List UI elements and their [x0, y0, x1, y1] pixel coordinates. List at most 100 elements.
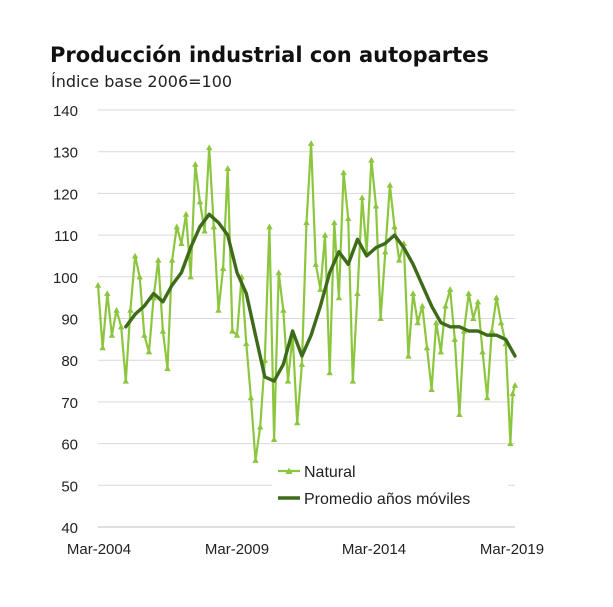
- y-tick-label: 80: [61, 353, 78, 370]
- x-tick-label: Mar-2004: [67, 541, 131, 558]
- data-point-natural: [354, 290, 361, 297]
- data-point-natural: [164, 365, 171, 372]
- data-point-natural: [168, 256, 176, 263]
- data-point-natural: [266, 223, 273, 230]
- data-point-natural: [484, 394, 491, 401]
- data-point-natural: [493, 294, 500, 301]
- data-point-natural: [312, 261, 319, 267]
- data-point-natural: [159, 327, 167, 334]
- data-point-natural: [275, 269, 282, 276]
- data-point-natural: [437, 348, 445, 355]
- legend-label-promedio: Promedio años móviles: [304, 491, 470, 508]
- data-point-natural: [368, 156, 375, 163]
- y-tick-label: 60: [61, 437, 78, 454]
- data-point-natural: [108, 331, 116, 338]
- data-point-natural: [182, 211, 190, 217]
- data-point-natural: [511, 382, 519, 388]
- y-tick-label: 130: [53, 145, 78, 162]
- x-tick-label: Mar-2009: [205, 541, 269, 558]
- data-point-natural: [178, 240, 185, 246]
- data-point-natural: [433, 319, 440, 326]
- data-point-natural: [442, 302, 449, 309]
- data-point-natural: [243, 340, 250, 347]
- data-point-natural: [423, 344, 431, 351]
- data-point-natural: [104, 290, 111, 297]
- data-point-natural: [456, 411, 463, 417]
- y-tick-label: 140: [53, 103, 78, 120]
- data-point-natural: [155, 256, 162, 263]
- data-point-natural: [201, 227, 208, 234]
- data-point-natural: [507, 440, 514, 447]
- data-point-natural: [307, 140, 315, 146]
- data-point-natural: [210, 223, 218, 230]
- data-point-natural: [331, 219, 338, 226]
- data-point-natural: [335, 294, 343, 301]
- data-point-natural: [509, 390, 516, 397]
- data-point-natural: [196, 198, 204, 205]
- series-line-promedio: [124, 212, 517, 383]
- data-point-natural: [465, 290, 472, 297]
- data-point-natural: [252, 457, 259, 463]
- data-point-natural: [377, 315, 384, 322]
- data-point-natural: [391, 223, 398, 230]
- data-point-natural: [219, 265, 227, 272]
- data-point-natural: [326, 369, 333, 376]
- data-point-natural: [224, 165, 231, 171]
- y-tick-label: 110: [54, 228, 78, 245]
- data-point-natural: [294, 419, 301, 426]
- legend-label-natural: Natural: [304, 464, 356, 481]
- x-tick-label: Mar-2019: [480, 541, 544, 558]
- data-point-natural: [215, 306, 222, 313]
- data-point-natural: [317, 286, 324, 292]
- data-point-natural: [229, 327, 236, 334]
- data-point-natural: [113, 306, 120, 313]
- data-point-natural: [284, 377, 292, 384]
- data-point-natural: [206, 144, 213, 151]
- x-tick-label: Mar-2014: [342, 541, 406, 558]
- data-point-natural: [497, 319, 505, 326]
- data-point-natural: [136, 273, 143, 280]
- data-point-natural: [382, 248, 389, 255]
- y-tick-label: 70: [61, 395, 78, 412]
- data-point-natural: [321, 231, 329, 238]
- data-point-natural: [270, 436, 278, 442]
- data-point-natural: [122, 377, 129, 384]
- y-tick-label: 100: [53, 270, 78, 287]
- series-line-natural: [96, 142, 517, 462]
- data-point-natural: [419, 302, 426, 309]
- data-point-natural: [446, 286, 454, 292]
- data-point-natural: [479, 348, 486, 355]
- data-point-natural: [233, 331, 241, 338]
- data-point-natural: [141, 331, 148, 338]
- y-tick-label: 90: [61, 312, 78, 329]
- data-point-natural: [470, 315, 477, 322]
- y-tick-label: 50: [61, 478, 78, 495]
- data-point-natural: [247, 394, 255, 401]
- data-point-natural: [94, 281, 102, 288]
- data-point-natural: [131, 252, 139, 259]
- data-point-natural: [192, 161, 199, 167]
- data-point-natural: [187, 273, 194, 280]
- data-point-natural: [340, 169, 347, 176]
- data-point-natural: [298, 361, 306, 367]
- data-point-natural: [127, 306, 134, 313]
- data-point-natural: [349, 377, 357, 384]
- data-point-natural: [409, 290, 417, 297]
- chart-subtitle: Índice base 2006=100: [51, 72, 233, 91]
- data-point-natural: [358, 194, 366, 201]
- legend-box: [272, 458, 508, 514]
- data-point-natural: [150, 294, 157, 301]
- legend-marker-natural: [285, 467, 293, 474]
- data-point-natural: [488, 327, 496, 334]
- data-point-natural: [386, 181, 394, 188]
- data-point-natural: [414, 319, 421, 326]
- y-tick-label: 120: [53, 186, 78, 203]
- chart-title: Producción industrial con autopartes: [50, 43, 489, 67]
- data-point-natural: [372, 202, 380, 209]
- data-point-natural: [428, 386, 435, 392]
- data-point-natural: [117, 323, 125, 330]
- data-point-natural: [405, 352, 412, 359]
- data-point-natural: [395, 256, 403, 263]
